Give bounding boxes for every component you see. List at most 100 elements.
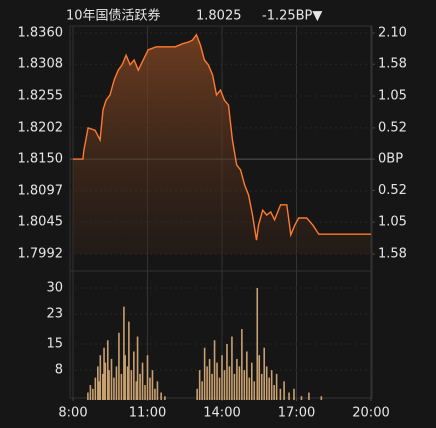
- y-tick-label: 1.8255: [18, 89, 64, 104]
- y2-tick-label: 0.52: [378, 183, 407, 198]
- volume-bar: [198, 370, 201, 400]
- plot-frame: [69, 25, 373, 399]
- price-line: [73, 33, 371, 241]
- volume-bar: [300, 396, 303, 400]
- volume-bar: [241, 329, 243, 400]
- volume-bar: [110, 358, 113, 400]
- volume-bar: [144, 385, 146, 400]
- volume-bar: [136, 336, 139, 400]
- x-tick-label: 14:00: [203, 406, 240, 421]
- volume-bar: [108, 370, 110, 400]
- y-tick-label: 8: [55, 363, 63, 378]
- volume-bar: [265, 366, 268, 400]
- volume-bar: [223, 370, 226, 400]
- volume-bar: [236, 358, 238, 400]
- volume-bar: [208, 358, 211, 400]
- volume-bar: [275, 373, 278, 400]
- volume-bar: [102, 373, 104, 400]
- volume-bar: [228, 366, 231, 400]
- volume-bar: [226, 344, 228, 400]
- y-tick-label: 1.8308: [18, 57, 64, 72]
- volume-bar: [141, 362, 144, 400]
- volume-bar: [248, 377, 251, 400]
- volume-bar: [270, 370, 273, 400]
- volume-bar: [123, 306, 125, 400]
- volume-bar: [246, 351, 248, 400]
- volume-bar: [206, 366, 208, 400]
- volume-bar: [106, 340, 109, 400]
- volume-bar: [97, 366, 99, 400]
- volume-bar: [256, 288, 259, 400]
- volume-bar: [151, 370, 154, 400]
- y-tick-label: 1.8150: [18, 152, 64, 167]
- volume-bar: [156, 381, 159, 400]
- y-tick-label: 1.8045: [18, 215, 64, 230]
- volume-bar: [103, 347, 105, 400]
- x-tick-label: 8:00: [58, 406, 87, 421]
- y-tick-label: 1.8097: [18, 183, 64, 198]
- y-tick-label: 23: [46, 307, 63, 322]
- volume-bar: [118, 332, 120, 400]
- price-change: -1.25BP▼: [262, 9, 322, 24]
- volume-bar: [128, 321, 130, 400]
- volume-bar: [218, 377, 221, 400]
- y2-tick-label: 0.52: [378, 120, 407, 135]
- volume-bar: [293, 388, 295, 400]
- y-tick-label: 1.8202: [18, 120, 64, 135]
- volume-bar: [221, 355, 223, 400]
- volume-bar: [216, 362, 218, 400]
- volume-bar: [126, 366, 129, 400]
- volume-bar: [263, 347, 266, 400]
- volume-bar: [273, 385, 275, 400]
- y-tick-label: 30: [46, 281, 63, 296]
- volume-bar: [201, 381, 203, 400]
- volume-bar: [115, 366, 118, 400]
- volume-bar: [196, 388, 198, 400]
- volume-bar: [139, 373, 141, 400]
- volume-bar: [160, 392, 162, 400]
- volume-bar: [243, 370, 246, 400]
- volume-bar: [89, 385, 92, 400]
- volume-bar: [279, 388, 282, 400]
- volume-bar: [124, 355, 126, 400]
- volume-bar: [164, 396, 166, 400]
- volume-bar: [104, 362, 107, 400]
- volume-bar: [251, 362, 253, 400]
- x-tick-label: 20:00: [352, 406, 389, 421]
- volume-bar: [92, 388, 94, 400]
- volume-bar: [154, 388, 156, 400]
- volume-bar: [149, 377, 151, 400]
- volume-bar: [268, 377, 270, 400]
- y2-tick-label: 1.05: [378, 89, 407, 104]
- y2-tick-label: 1.58: [378, 57, 407, 72]
- volume-bar: [238, 366, 241, 400]
- volume-bar: [320, 396, 323, 400]
- volume-bar: [120, 373, 123, 400]
- x-tick-label: 11:00: [129, 406, 166, 421]
- volume-bar: [203, 347, 206, 400]
- volume-bar: [233, 373, 236, 400]
- y-tick-label: 1.8360: [18, 26, 64, 41]
- volume-bar: [231, 336, 233, 400]
- volume-bar: [99, 355, 102, 400]
- volume-bar: [133, 351, 135, 400]
- volume-bar: [283, 381, 285, 400]
- volume-bar: [211, 373, 213, 400]
- y-tick-label: 15: [46, 337, 63, 352]
- y-tick-label: 1.7992: [18, 247, 64, 262]
- y2-tick-label: 1.05: [378, 215, 407, 230]
- volume-bar: [113, 377, 115, 400]
- volume-bar: [130, 370, 133, 400]
- volume-bar: [87, 392, 89, 400]
- instrument-title: 10年国债活跃券: [66, 8, 161, 24]
- volume-bar: [146, 355, 149, 400]
- x-tick-label: 17:00: [278, 406, 315, 421]
- volume-bar: [258, 355, 261, 400]
- volume-bar: [260, 373, 263, 400]
- volume-bar: [94, 377, 97, 400]
- y2-tick-label: 1.58: [378, 247, 407, 262]
- volume-bar: [308, 392, 310, 400]
- volume-bar: [288, 392, 290, 400]
- volume-bar: [213, 340, 216, 400]
- y2-tick-label: 2.10: [378, 26, 407, 41]
